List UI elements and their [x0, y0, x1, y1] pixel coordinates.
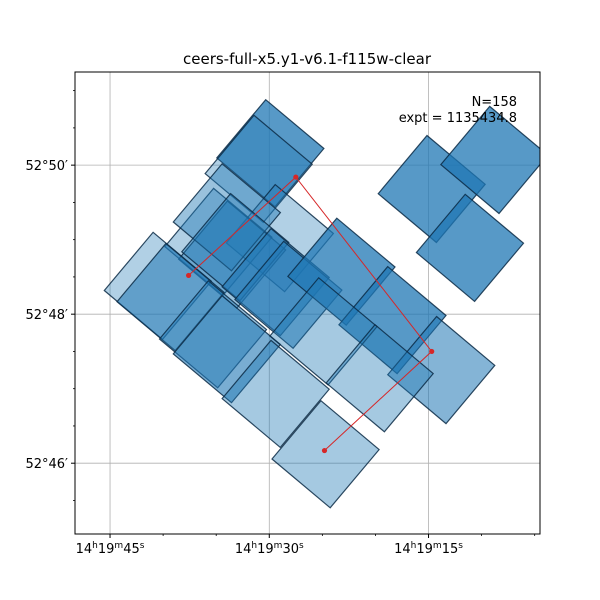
- axis-ticks: [71, 90, 536, 538]
- exposure-tile: [116, 242, 225, 352]
- x-tick-label: 14h19m30s: [235, 541, 304, 557]
- pointing-marker: [429, 348, 435, 355]
- exposure-tile: [415, 193, 525, 303]
- y-tick-label: 52°50′: [25, 159, 68, 174]
- chart-title: ceers-full-x5.y1-v6.1-f115w-clear: [183, 50, 432, 68]
- x-tick-label: 14h19m15s: [394, 541, 463, 557]
- axis-tick-labels: 14h19m45s 14h19m30s 14h19m15s 52°50′ 52°48′ 5…: [25, 159, 463, 557]
- exposure-tile: [172, 162, 282, 272]
- exposure-tile: [215, 98, 325, 208]
- pointing-marker: [321, 447, 328, 454]
- n-exposures-label: N=158: [472, 95, 517, 110]
- exposure-tile: [325, 323, 435, 433]
- x-tick-label: 14h19m45s: [76, 541, 145, 557]
- pointing-path: [185, 174, 435, 454]
- pointing-marker: [185, 272, 192, 279]
- exposure-time-label: expt = 1135434.8: [399, 111, 517, 126]
- pointing-marker: [293, 174, 299, 180]
- exposure-tile: [439, 105, 540, 215]
- exposure-tile: [271, 399, 380, 509]
- pointing-path-line: [188, 176, 433, 451]
- y-tick-label: 52°48′: [25, 308, 68, 323]
- y-tick-label: 52°46′: [25, 457, 68, 472]
- exposure-tile: [204, 114, 314, 224]
- plot-frame: [74, 71, 541, 535]
- exposure-tiles: [103, 98, 540, 509]
- exposure-tile: [221, 339, 331, 449]
